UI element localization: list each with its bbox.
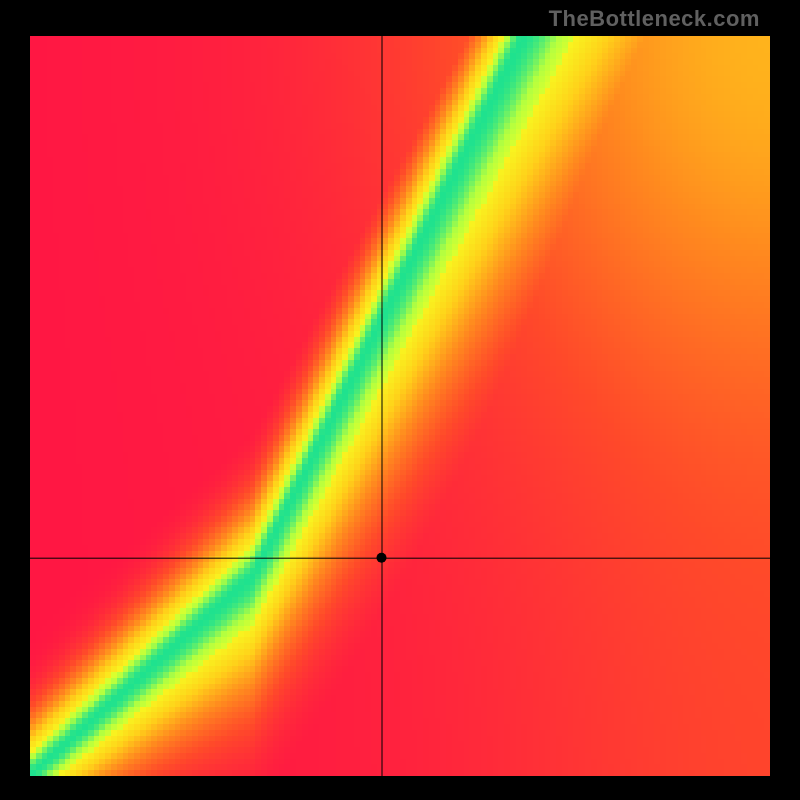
watermark-label: TheBottleneck.com [549,6,760,32]
heatmap-canvas [30,36,770,776]
heatmap-plot [30,36,770,776]
